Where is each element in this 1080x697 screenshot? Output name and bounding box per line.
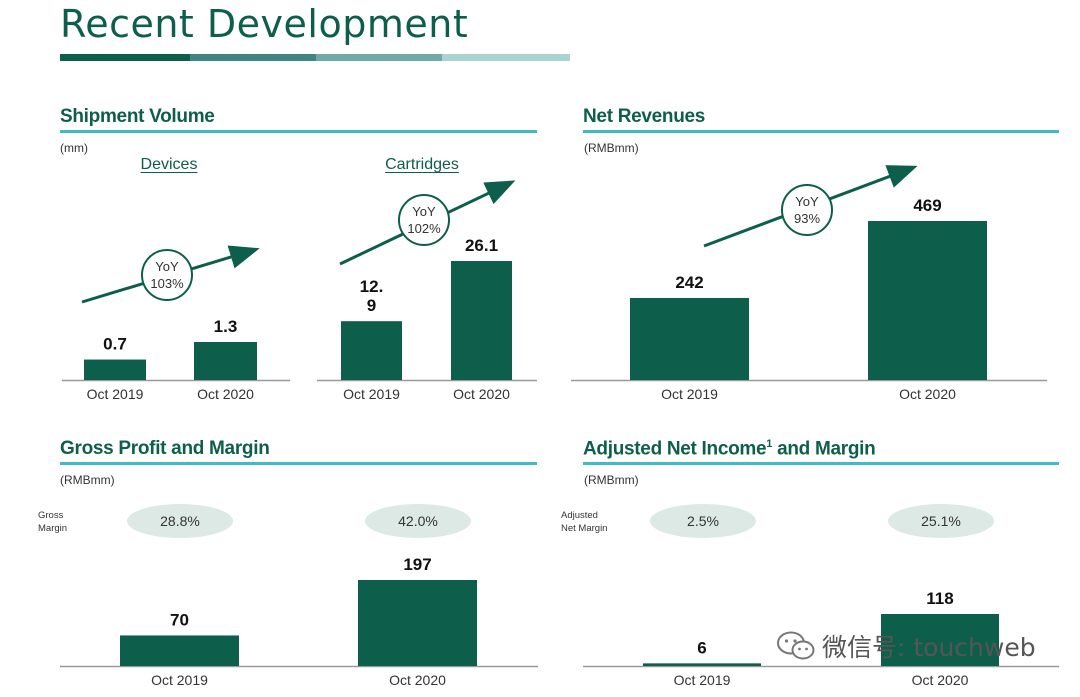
devices-label: Devices <box>140 156 198 173</box>
adj-net-income-title-main: Adjusted Net Income <box>583 438 767 460</box>
title-underline-segment-4 <box>442 54 570 61</box>
adj_net_income-value-label-1: 118 <box>926 589 953 608</box>
page-title: Recent Development <box>60 2 469 46</box>
cartridges-bar-1 <box>451 261 512 380</box>
adj-net-income-footnote-mark: 1 <box>766 438 773 450</box>
title-underline-segment-3 <box>316 54 442 61</box>
adj_net_income-value-label-0: 6 <box>697 638 706 657</box>
gross_profit-category-label-1: Oct 2020 <box>389 672 446 688</box>
cartridges-value-label-1: 26.1 <box>465 236 498 255</box>
net-revenues-unit: (RMBmm) <box>584 141 639 155</box>
devices-bar-0 <box>84 359 146 380</box>
cartridges-bar-chart: 12. 9 Oct 2019 26.1 Oct 2020 <box>317 236 537 402</box>
devices-value-label-1: 1.3 <box>214 317 238 336</box>
gross_profit-value-label-0: 70 <box>170 610 189 629</box>
devices-bar-1 <box>194 342 257 380</box>
adj-net-income-rule <box>583 462 1059 465</box>
watermark: 微信号: touchweb <box>776 628 1036 664</box>
adj-net-income-title-tail: and Margin <box>772 438 876 460</box>
net_revenues-bar-0 <box>630 297 749 380</box>
devices-category-label-0: Oct 2019 <box>87 386 144 402</box>
shipment-unit: (mm) <box>60 141 88 155</box>
gross_profit-bar-0 <box>120 635 239 666</box>
cartridges-category-label-1: Oct 2020 <box>453 386 510 402</box>
adj-net-margin-pill-2019: 2.5% <box>650 504 756 538</box>
net_revenues-value-label-1: 469 <box>913 196 941 215</box>
devices-value-label-0: 0.7 <box>103 335 127 354</box>
net_revenues-value-label-0: 242 <box>675 273 703 292</box>
gross-margin-label-line2: Margin <box>38 523 68 534</box>
adj_net_income-category-label-1: Oct 2020 <box>912 672 969 688</box>
devices-category-label-1: Oct 2020 <box>197 386 254 402</box>
revenues-yoy-circle: YoY 93% <box>781 184 833 236</box>
devices-yoy-value: 103% <box>150 276 184 291</box>
adj-net-margin-label-line2: Net Margin <box>561 523 608 534</box>
gross-profit-unit: (RMBmm) <box>60 473 115 487</box>
net_revenues-category-label-1: Oct 2020 <box>899 386 956 402</box>
adj_net_income-bar-1 <box>881 614 999 666</box>
wechat-logo-icon <box>777 631 815 660</box>
net_revenues-bar-1 <box>868 221 987 380</box>
adj-net-income-title: Adjusted Net Income1 and Margin <box>583 438 876 460</box>
gross_profit-category-label-0: Oct 2019 <box>151 672 208 688</box>
net-revenues-title: Net Revenues <box>583 106 706 127</box>
cartridges-bar-0 <box>341 321 402 380</box>
title-underline-segment-2 <box>190 54 316 61</box>
gross-profit-rule <box>60 462 537 465</box>
adj-net-margin-row-label: Adjusted Net Margin <box>561 509 607 535</box>
adj-net-income-bar-chart: 6 Oct 2019 118 Oct 2020 <box>583 589 1059 688</box>
title-underline-segment-1 <box>60 54 190 61</box>
cartridges-yoy-label: YoY <box>412 204 436 219</box>
adj-net-margin-label-line1: Adjusted <box>561 510 598 521</box>
gross_profit-bar-1 <box>358 580 477 666</box>
gross-profit-bar-chart: 70 Oct 2019 197 Oct 2020 <box>60 555 538 688</box>
gross-profit-title: Gross Profit and Margin <box>60 438 270 459</box>
shipment-volume-rule <box>60 130 537 133</box>
shipment-volume-title: Shipment Volume <box>60 106 215 127</box>
net-revenues-bar-chart: 242 Oct 2019 469 Oct 2020 <box>571 196 1047 402</box>
cartridges-yoy-circle: YoY 102% <box>398 194 450 246</box>
revenues-yoy-label: YoY <box>795 194 819 209</box>
adj-net-margin-pill-2020: 25.1% <box>888 504 994 538</box>
net-revenues-rule <box>583 130 1059 133</box>
adj-net-income-unit: (RMBmm) <box>584 473 639 487</box>
cartridges-label: Cartridges <box>385 156 459 173</box>
adj_net_income-bar-0 <box>643 663 761 666</box>
gross-margin-label-line1: Gross <box>38 510 64 521</box>
devices-yoy-label: YoY <box>155 259 179 274</box>
revenues-yoy-value: 93% <box>793 211 821 226</box>
devices-yoy-circle: YoY 103% <box>141 249 193 301</box>
gross_profit-value-label-1: 197 <box>403 555 431 574</box>
cartridges-yoy-value: 102% <box>407 221 441 236</box>
gross-margin-pill-2020: 42.0% <box>365 504 471 538</box>
cartridges-category-label-0: Oct 2019 <box>343 386 400 402</box>
gross-margin-pill-2019: 28.8% <box>127 504 233 538</box>
watermark-text: 微信号: touchweb <box>822 633 1036 662</box>
gross-margin-row-label: Gross Margin <box>38 509 67 535</box>
net_revenues-category-label-0: Oct 2019 <box>661 386 718 402</box>
adj_net_income-category-label-0: Oct 2019 <box>674 672 731 688</box>
cartridges-value-label-0: 12. 9 <box>360 277 384 315</box>
devices-bar-chart: 0.7 Oct 2019 1.3 Oct 2020 <box>62 317 290 402</box>
